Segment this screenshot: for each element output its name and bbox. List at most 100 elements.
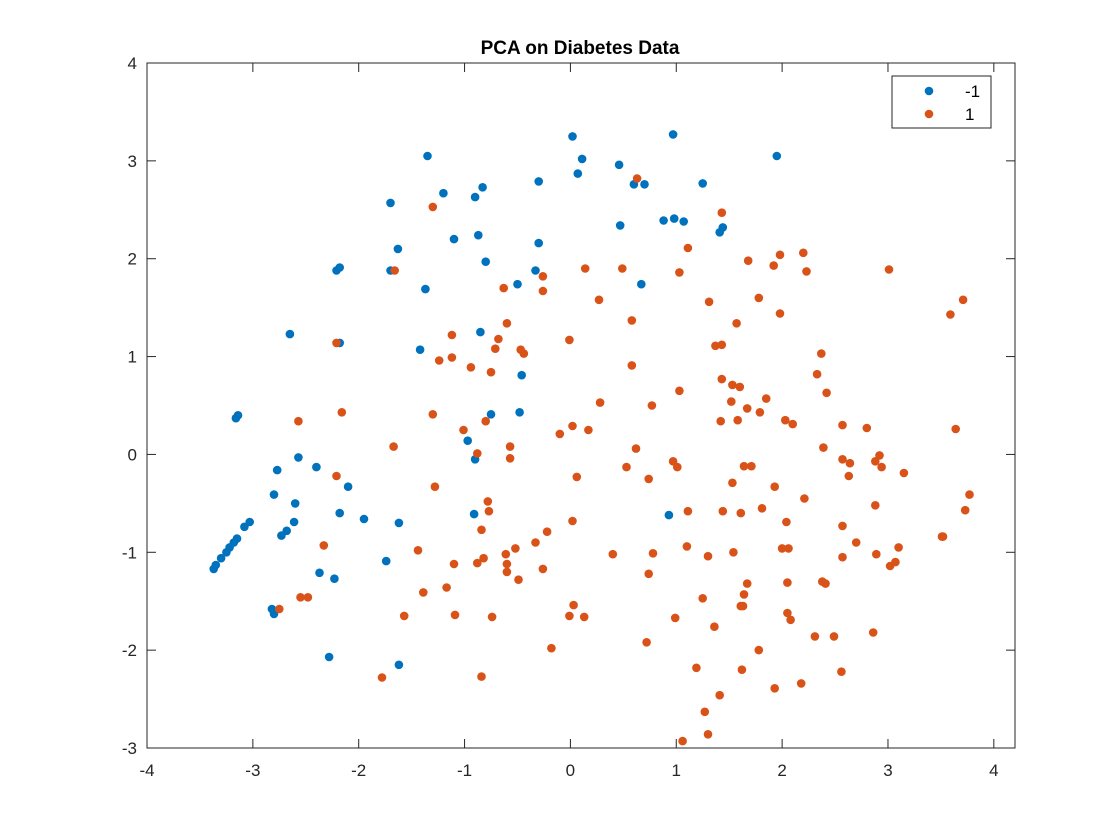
data-point [531,538,540,547]
data-point [938,532,948,541]
data-point [958,295,968,305]
data-point [481,416,491,426]
data-point [648,549,658,558]
data-point [884,265,894,274]
x-tick-label: -1 [457,761,472,780]
data-point [531,266,540,275]
data-point [737,665,747,674]
y-tick-label: -1 [122,543,137,562]
data-point [717,340,727,350]
data-point [673,462,682,472]
data-point [733,415,742,425]
data-point [802,267,811,276]
data-point [669,214,679,223]
data-point [577,154,587,164]
data-point [473,449,482,458]
x-tick-label: 1 [672,761,681,780]
data-point [269,490,279,499]
data-point [486,410,496,419]
data-point [735,382,745,392]
y-tick-label: 3 [128,152,137,171]
data-point [584,425,593,435]
data-point [844,471,854,481]
data-point [502,559,512,569]
data-point [209,564,218,574]
data-point [838,521,847,531]
data-point [640,180,649,189]
data-point [442,583,451,592]
data-point [877,462,886,472]
data-point [449,559,459,569]
data-point [511,544,520,553]
data-point [736,508,746,518]
data-point [716,416,725,426]
y-tick-label: 1 [128,348,137,367]
data-point [872,549,881,559]
data-point [377,673,387,682]
data-points [209,130,974,746]
data-point [717,208,727,217]
data-point [538,272,548,281]
data-point [732,319,741,328]
data-point [739,590,749,599]
data-point [728,380,737,390]
data-point [894,543,903,552]
data-point [231,413,241,423]
data-point [614,160,624,170]
data-point [715,690,724,700]
legend-box [891,75,992,129]
data-point [799,248,808,258]
legend-label-series-1: 1 [965,105,974,124]
data-point [315,568,324,578]
data-point [637,279,646,289]
data-point [742,579,752,588]
data-point [770,482,779,492]
data-point [415,345,425,355]
data-point [481,257,491,267]
data-point [761,394,771,403]
data-point [381,556,391,566]
data-point [477,672,486,681]
data-point [838,455,847,464]
x-tick-label: -3 [245,761,260,780]
data-point [819,443,828,452]
legend[interactable]: -1 1 [891,75,992,129]
data-point [272,465,282,475]
data-point [718,506,728,516]
x-tick-label: 3 [883,761,892,780]
data-point [290,499,300,508]
data-point [754,645,764,655]
data-point [419,588,428,597]
data-point [704,297,714,307]
data-point [769,261,778,270]
y-axis: -3 -2 -1 0 1 2 3 4 [122,54,1015,758]
y-tick-label: -3 [122,739,137,758]
data-point [786,615,795,625]
data-point [565,335,574,345]
data-point [821,579,830,588]
data-point [502,319,512,328]
data-point [703,551,713,561]
data-point [421,284,430,294]
data-point [463,436,473,446]
x-tick-label: 0 [566,761,575,780]
data-point [829,632,839,641]
data-point [389,442,398,451]
data-point [337,408,347,417]
data-point [494,334,503,344]
data-point [951,424,960,434]
chart-title: PCA on Diabetes Data [481,38,680,59]
data-point [479,553,488,563]
data-point [519,349,529,358]
data-point [469,509,479,519]
data-point [742,404,752,413]
data-point [796,679,806,688]
data-point [517,370,526,380]
legend-marker-series-0 [924,86,934,96]
data-point [715,228,724,237]
data-point [399,611,409,621]
data-point [675,268,684,277]
data-point [434,356,444,365]
series-0-points [209,130,782,670]
data-point [294,453,303,462]
